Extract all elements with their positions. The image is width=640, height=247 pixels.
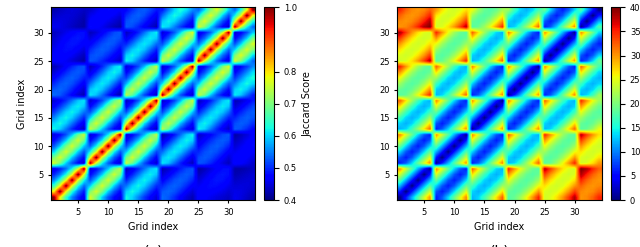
Y-axis label: Grid index: Grid index xyxy=(17,79,28,129)
Text: (a): (a) xyxy=(143,244,163,247)
X-axis label: Grid index: Grid index xyxy=(128,222,179,232)
Y-axis label: Jaccard Score: Jaccard Score xyxy=(303,71,312,137)
Text: (b): (b) xyxy=(490,244,509,247)
X-axis label: Grid index: Grid index xyxy=(474,222,525,232)
